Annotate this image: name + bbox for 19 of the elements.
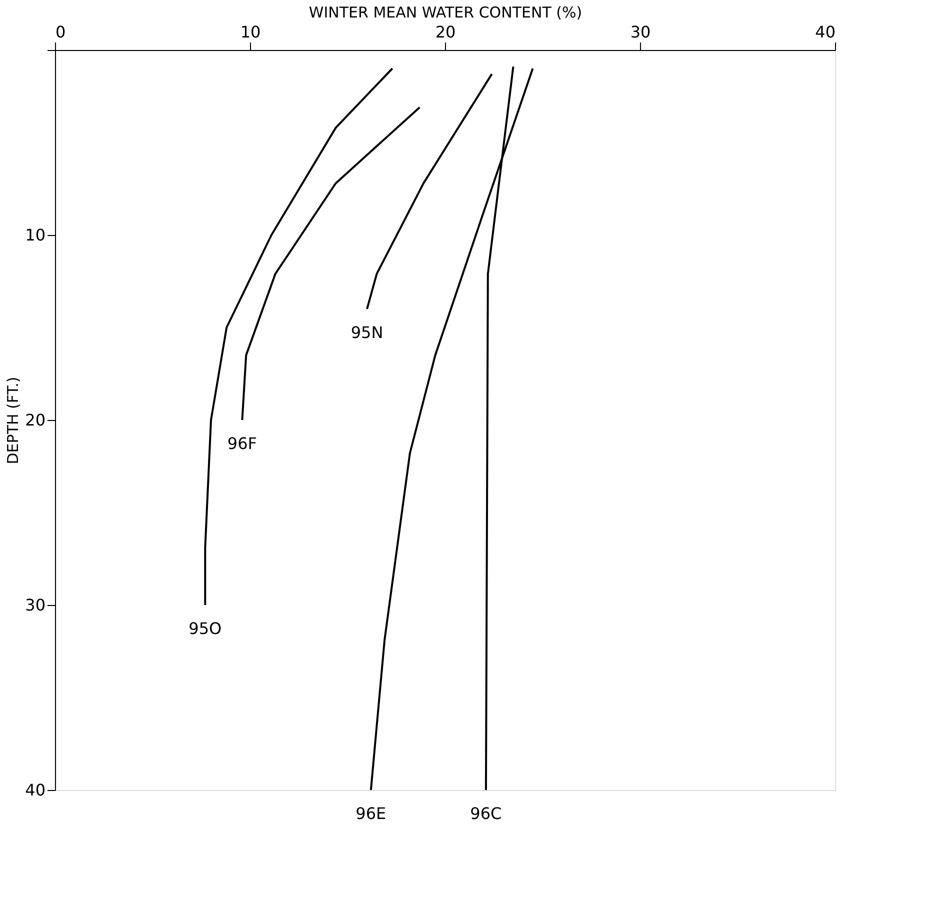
x-tick-label: 20 — [435, 22, 456, 42]
line-series — [204, 68, 394, 606]
x-tick-label: 10 — [240, 22, 261, 42]
y-tick-label: 10 — [25, 226, 46, 244]
x-tick-label: 30 — [630, 22, 651, 42]
x-tick-label: 0 — [56, 22, 66, 42]
y-tick-label: 20 — [25, 410, 46, 430]
series-label: 95N — [350, 323, 384, 342]
y-axis-title: DEPTH (FT.) — [4, 376, 22, 464]
x-tick-label: 40 — [815, 22, 836, 42]
series-label: 96F — [227, 434, 257, 453]
y-tick-label: 30 — [25, 596, 46, 614]
x-axis-title: WINTER MEAN WATER CONTENT (%) — [308, 4, 582, 22]
line-series — [366, 73, 493, 310]
y-tick-label: 40 — [25, 780, 46, 800]
series-label: 95O — [188, 619, 222, 638]
series-label: 96E — [356, 804, 386, 823]
line-series — [241, 106, 421, 421]
series-label: 96C — [470, 804, 502, 823]
